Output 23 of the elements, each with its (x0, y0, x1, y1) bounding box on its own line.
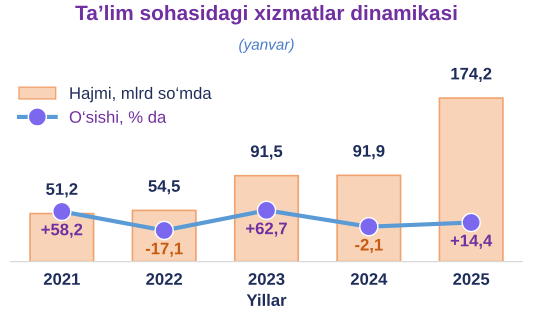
data-label: 51,2 (46, 183, 78, 198)
data-label: 91,5 (250, 145, 282, 160)
x-tick-label: 2022 (146, 273, 182, 285)
data-label: +62,7 (246, 222, 287, 237)
x-tick-label: 2023 (248, 273, 284, 285)
data-label: -17,1 (146, 242, 183, 257)
x-tick-label: 2025 (453, 273, 490, 285)
x-tick-label: 2021 (44, 273, 80, 285)
data-label: 91,9 (353, 144, 384, 160)
data-label: 174,2 (451, 68, 492, 82)
x-tick-label: 2024 (350, 273, 388, 285)
data-label: -2,1 (355, 238, 383, 254)
legend-label: Hajmi, mlrd so‘mda (70, 86, 212, 102)
bar (336, 174, 402, 262)
bar (438, 97, 504, 262)
bar (234, 174, 300, 262)
data-label: +58,2 (41, 224, 82, 238)
legend-label: O‘sishi, % da (70, 110, 166, 125)
chart-title: Ta’lim sohasidagi xizmatlar dinamikasi (75, 4, 456, 24)
chart-subtitle: (yanvar) (239, 38, 294, 53)
data-label: 54,5 (148, 180, 180, 194)
x-axis-title: Yillar (246, 294, 286, 306)
data-label: +14,4 (450, 234, 492, 249)
